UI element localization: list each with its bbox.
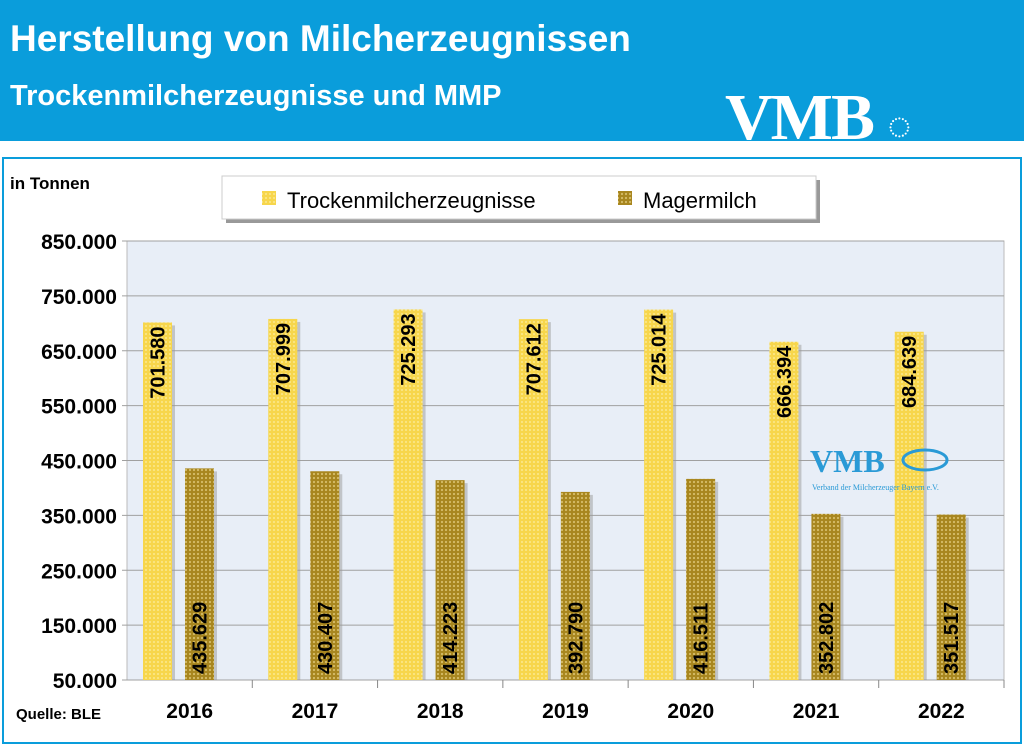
y-tick-label: 550.000 (41, 396, 117, 419)
bar-magermilch (435, 480, 465, 680)
data-label: 707.999 (273, 323, 295, 395)
legend-label: Trockenmilcherzeugnisse (287, 188, 536, 213)
legend-swatch (262, 191, 276, 205)
data-label: 414.223 (440, 602, 462, 674)
bar-trockenmilch (518, 319, 548, 680)
bar-trockenmilch (644, 309, 674, 680)
x-tick-label: 2022 (918, 700, 965, 723)
data-label: 352.802 (816, 602, 838, 674)
bar-magermilch (560, 491, 590, 680)
bar-trockenmilch (393, 309, 423, 680)
data-label: 430.407 (315, 602, 337, 674)
page-title: Herstellung von Milcherzeugnissen (10, 18, 631, 59)
data-label: 684.639 (899, 336, 921, 408)
bar-magermilch (686, 478, 716, 680)
y-tick-label: 650.000 (41, 341, 117, 364)
watermark-logo: VMB (810, 443, 885, 479)
y-tick-label: 750.000 (41, 286, 117, 309)
bar-magermilch (185, 468, 214, 680)
y-tick-label: 350.000 (41, 505, 117, 528)
data-label: 701.580 (148, 326, 170, 398)
data-label: 725.293 (398, 313, 420, 385)
data-label: 435.629 (190, 602, 212, 674)
bar-magermilch (811, 513, 841, 680)
x-tick-label: 2019 (542, 700, 589, 723)
bar-trockenmilch (894, 331, 924, 680)
bar-trockenmilch (268, 318, 298, 680)
vmb-logo: VMB ◌ (725, 80, 911, 156)
vmb-emblem-icon: ◌ (887, 103, 911, 148)
watermark-text: Verband der Milcherzeuger Bayern e.V. (812, 483, 939, 492)
x-tick-label: 2020 (667, 700, 714, 723)
y-tick-label: 50.000 (53, 670, 117, 693)
bar-magermilch (310, 471, 340, 680)
data-label: 392.790 (565, 602, 587, 674)
bar-magermilch (936, 514, 966, 680)
chart-frame (2, 157, 1022, 744)
x-tick-label: 2021 (793, 700, 840, 723)
data-label: 707.612 (523, 323, 545, 395)
x-tick-label: 2018 (417, 700, 464, 723)
vmb-logo-text: VMB (725, 81, 875, 154)
data-label: 351.517 (941, 602, 963, 674)
data-label: 725.014 (649, 313, 671, 386)
watermark-emblem-icon (901, 448, 949, 472)
y-tick-label: 450.000 (41, 451, 117, 474)
y-tick-label: 850.000 (41, 231, 117, 254)
y-tick-label: 150.000 (41, 615, 117, 638)
data-label: 416.511 (691, 603, 713, 674)
bar-trockenmilch (769, 341, 799, 680)
y-axis-label: in Tonnen (10, 174, 90, 193)
legend-box (221, 175, 817, 220)
legend-swatch (618, 191, 632, 205)
bar-trockenmilch (143, 322, 172, 680)
x-tick-label: 2016 (166, 700, 213, 723)
legend-label: Magermilch (643, 188, 757, 213)
source-label: Quelle: BLE (16, 706, 101, 723)
page-subtitle: Trockenmilcherzeugnisse und MMP (10, 80, 502, 112)
y-tick-label: 250.000 (41, 560, 117, 583)
data-label: 666.394 (774, 345, 796, 418)
header-banner: Herstellung von Milcherzeugnissen Trocke… (0, 0, 1024, 154)
x-tick-label: 2017 (292, 700, 339, 723)
